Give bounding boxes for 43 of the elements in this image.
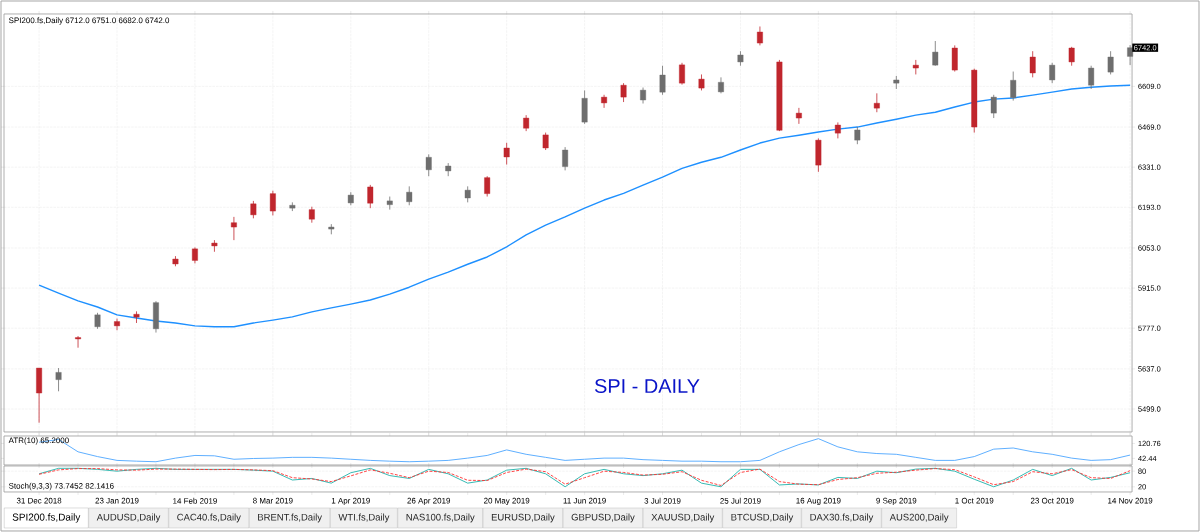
candlestick [75,335,81,349]
candlestick [230,216,237,241]
text: AUS200,Daily [889,513,949,523]
line-series [38,438,1131,463]
text: WTI.fs,Daily [338,513,390,523]
candlestick [55,367,62,392]
candlestick [1127,44,1134,66]
candlestick [601,94,608,109]
text: EURUSD,Daily [491,513,555,523]
candlestick [425,153,432,177]
text: CAC40.fs,Daily [177,513,241,523]
candlestick [659,65,666,96]
text: XAUUSD,Daily [651,513,715,523]
candlestick [679,62,685,86]
text: NAS100.fs,Daily [406,513,475,523]
candlestick [1029,50,1036,78]
text: DAX30.fs,Daily [810,513,874,523]
text: SPI200.fs,Daily [12,513,81,523]
candlestick [873,92,880,113]
candlestick [581,90,588,125]
candlestick [503,142,510,165]
candlestick [562,146,569,171]
candlestick [484,175,491,197]
candlestick [1010,71,1017,102]
text: BRENT.fs,Daily [258,513,322,523]
candlestick [1107,50,1114,75]
candlestick [406,185,413,206]
candlestick [932,40,939,67]
candlestick [1049,62,1056,84]
text: AUDUSD,Daily [96,513,161,523]
candlestick [795,107,802,125]
candlestick [990,94,997,119]
candlestick [620,82,627,103]
text: GBPUSD,Daily [571,513,635,523]
candlestick [951,44,958,72]
text: BTCUSD,Daily [731,513,794,523]
candlestick [114,318,120,331]
candlestick [757,26,763,46]
candlestick [1088,65,1095,90]
candlestick [269,190,276,216]
annotation: SPI - DAILY [594,378,700,394]
candlestick [367,184,374,209]
candlestick [834,122,841,139]
